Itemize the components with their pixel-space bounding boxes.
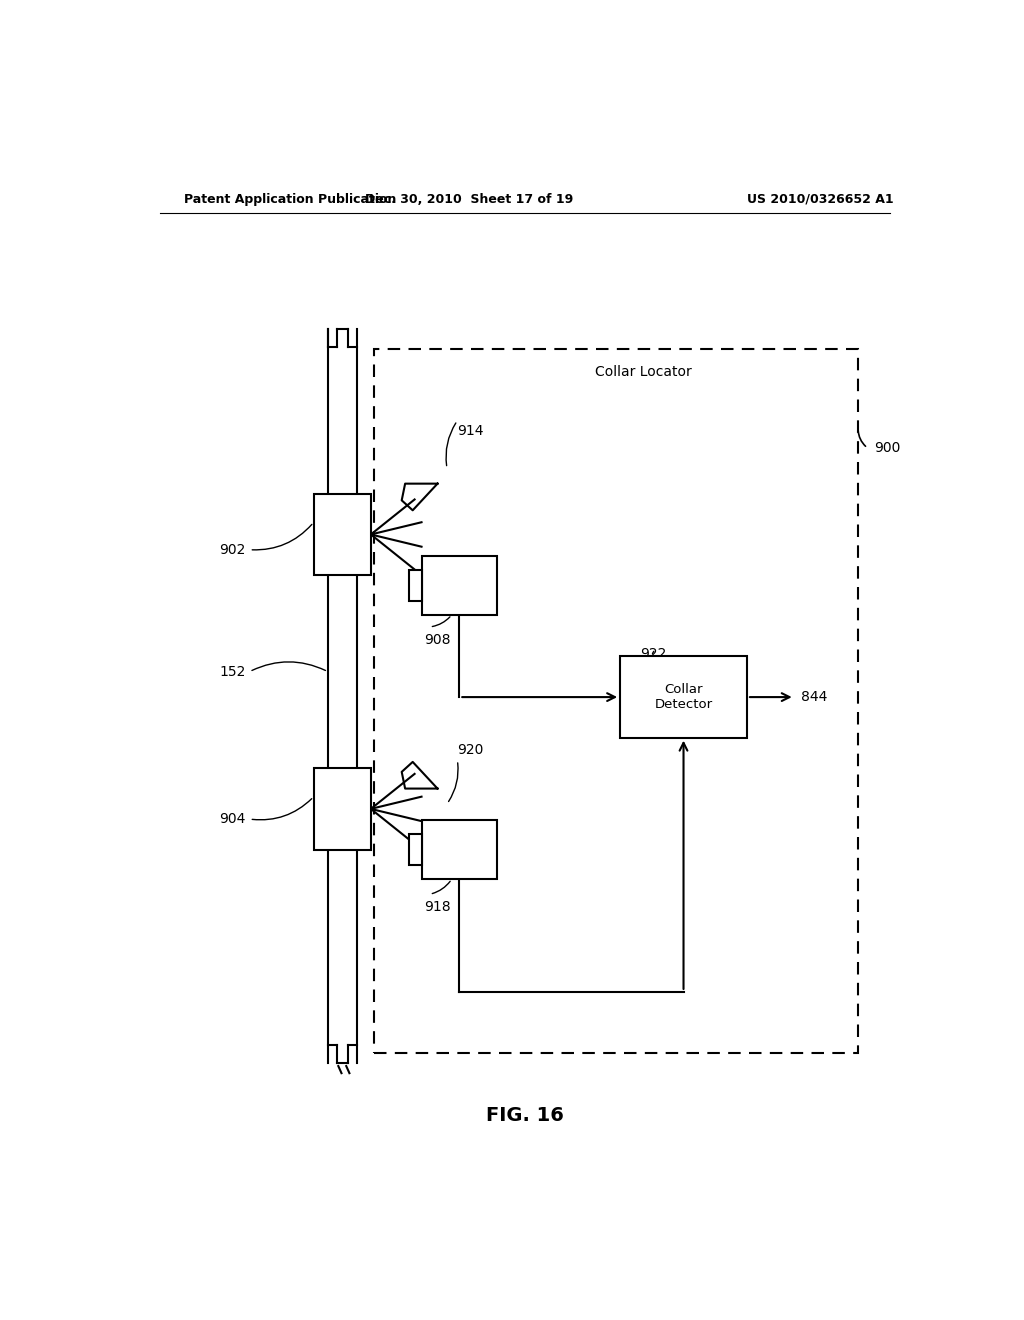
Bar [374,350,858,1053]
Text: 920: 920 [458,743,483,756]
Text: 922: 922 [640,647,667,661]
Text: 900: 900 [873,441,900,455]
Bar [409,834,422,865]
Bar [409,570,422,601]
Text: 902: 902 [219,543,246,557]
Text: 918: 918 [424,900,451,915]
Text: 844: 844 [801,690,827,704]
Bar [422,556,497,615]
Text: FIG. 16: FIG. 16 [485,1106,564,1126]
Text: Dec. 30, 2010  Sheet 17 of 19: Dec. 30, 2010 Sheet 17 of 19 [366,193,573,206]
Text: 152: 152 [219,665,246,678]
Bar [313,768,371,850]
Text: 914: 914 [458,424,484,438]
Text: 904: 904 [219,812,246,826]
Bar [313,494,371,576]
Text: Collar
Detector: Collar Detector [654,682,713,711]
Text: Patent Application Publication: Patent Application Publication [183,193,396,206]
Bar [620,656,746,738]
Text: Collar Locator: Collar Locator [596,364,692,379]
Text: US 2010/0326652 A1: US 2010/0326652 A1 [748,193,894,206]
Text: 908: 908 [424,634,451,647]
Bar [422,820,497,879]
